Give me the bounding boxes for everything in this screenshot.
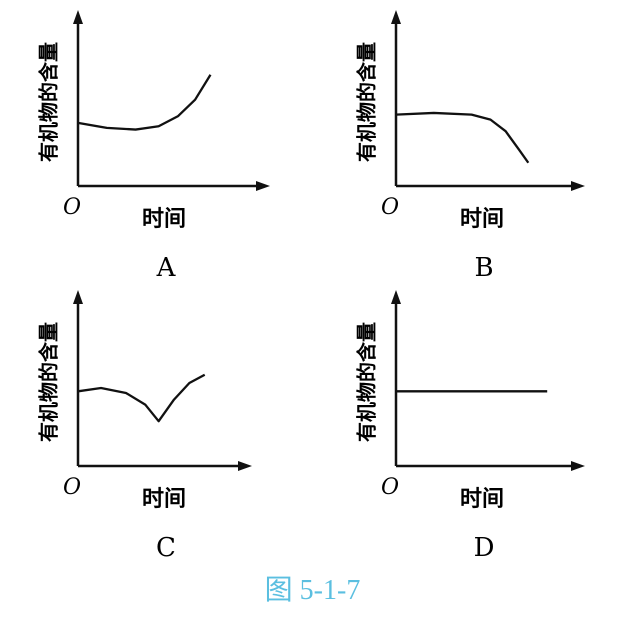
x-axis-arrow (571, 461, 585, 471)
y-axis-arrow (391, 290, 401, 304)
origin-label: O (63, 475, 81, 500)
origin-label: O (381, 195, 399, 220)
y-axis-arrow (73, 10, 83, 24)
series-line (77, 74, 212, 131)
y-axis-label: 有机物的含量 (37, 322, 61, 442)
x-axis-label: 时间 (460, 207, 504, 232)
x-axis-arrow (571, 181, 585, 191)
panel-label: D (474, 533, 495, 563)
x-axis-arrow (256, 181, 270, 191)
y-axis-label: 有机物的含量 (355, 42, 379, 162)
series-line (77, 373, 206, 423)
x-axis-label: 时间 (142, 207, 186, 232)
series-line (395, 111, 530, 164)
panel-label: A (156, 253, 177, 283)
y-axis-label: 有机物的含量 (37, 42, 61, 162)
y-axis-label: 有机物的含量 (355, 322, 379, 442)
y-axis-arrow (391, 10, 401, 24)
panel-label: B (474, 253, 493, 283)
x-axis-label: 时间 (460, 487, 504, 512)
origin-label: O (381, 475, 399, 500)
origin-label: O (63, 195, 81, 220)
x-axis-label: 时间 (142, 487, 186, 512)
panel-label: C (156, 533, 176, 563)
y-axis-arrow (73, 290, 83, 304)
x-axis-arrow (238, 461, 252, 471)
figure-caption: 图 5-1-7 (264, 575, 361, 606)
